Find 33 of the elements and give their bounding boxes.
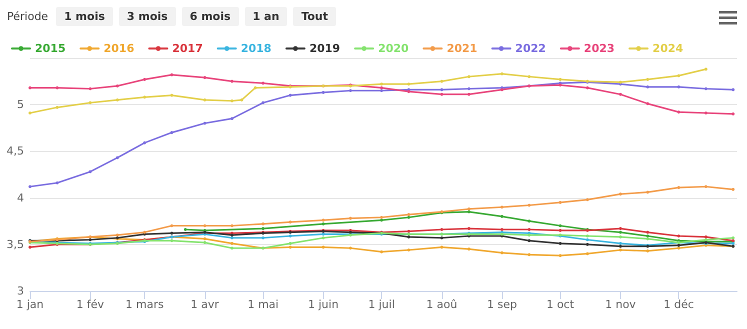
y-tick-label: 5 bbox=[17, 98, 24, 112]
legend-label: 2023 bbox=[584, 42, 615, 55]
x-tick-label: 1 sep bbox=[486, 298, 517, 311]
text: 1 an bbox=[244, 7, 288, 26]
x-tick-label: 1 mai bbox=[248, 298, 279, 311]
x-tick-label: 1 jan bbox=[16, 298, 44, 311]
legend-label: 2024 bbox=[652, 42, 684, 55]
text: Tout bbox=[293, 7, 336, 26]
legend-label: 2017 bbox=[172, 42, 203, 55]
x-tick-label: 1 nov bbox=[605, 298, 636, 311]
x-tick-label: 1 juin bbox=[308, 298, 339, 311]
legend-label: 2020 bbox=[378, 42, 410, 55]
legend-label: 2015 bbox=[35, 42, 66, 55]
legend-label: 2016 bbox=[104, 42, 135, 55]
x-tick-label: 1 aoû bbox=[426, 298, 458, 311]
text: 6 mois bbox=[182, 7, 239, 26]
x-tick-label: 1 fév bbox=[76, 298, 105, 311]
legend-label: 2021 bbox=[446, 42, 478, 55]
x-tick-label: 1 oct bbox=[546, 298, 575, 311]
y-tick-label: 3,5 bbox=[6, 238, 24, 251]
x-tick-label: 1 déc bbox=[664, 298, 694, 311]
text: 3 mois bbox=[118, 7, 176, 26]
x-tick-label: 1 avr bbox=[190, 298, 220, 311]
legend-label: 2022 bbox=[515, 42, 546, 55]
text: Période bbox=[7, 10, 48, 23]
text: 1 mois bbox=[56, 7, 113, 26]
y-tick-label: 4 bbox=[17, 191, 24, 204]
legend-label: 2018 bbox=[240, 42, 272, 55]
x-tick-label: 1 juil bbox=[368, 298, 395, 311]
y-tick-label: 3 bbox=[17, 284, 24, 298]
x-tick-label: 1 mars bbox=[125, 298, 164, 311]
legend-label: 2019 bbox=[309, 42, 340, 55]
y-tick-label: 4,5 bbox=[6, 144, 24, 158]
